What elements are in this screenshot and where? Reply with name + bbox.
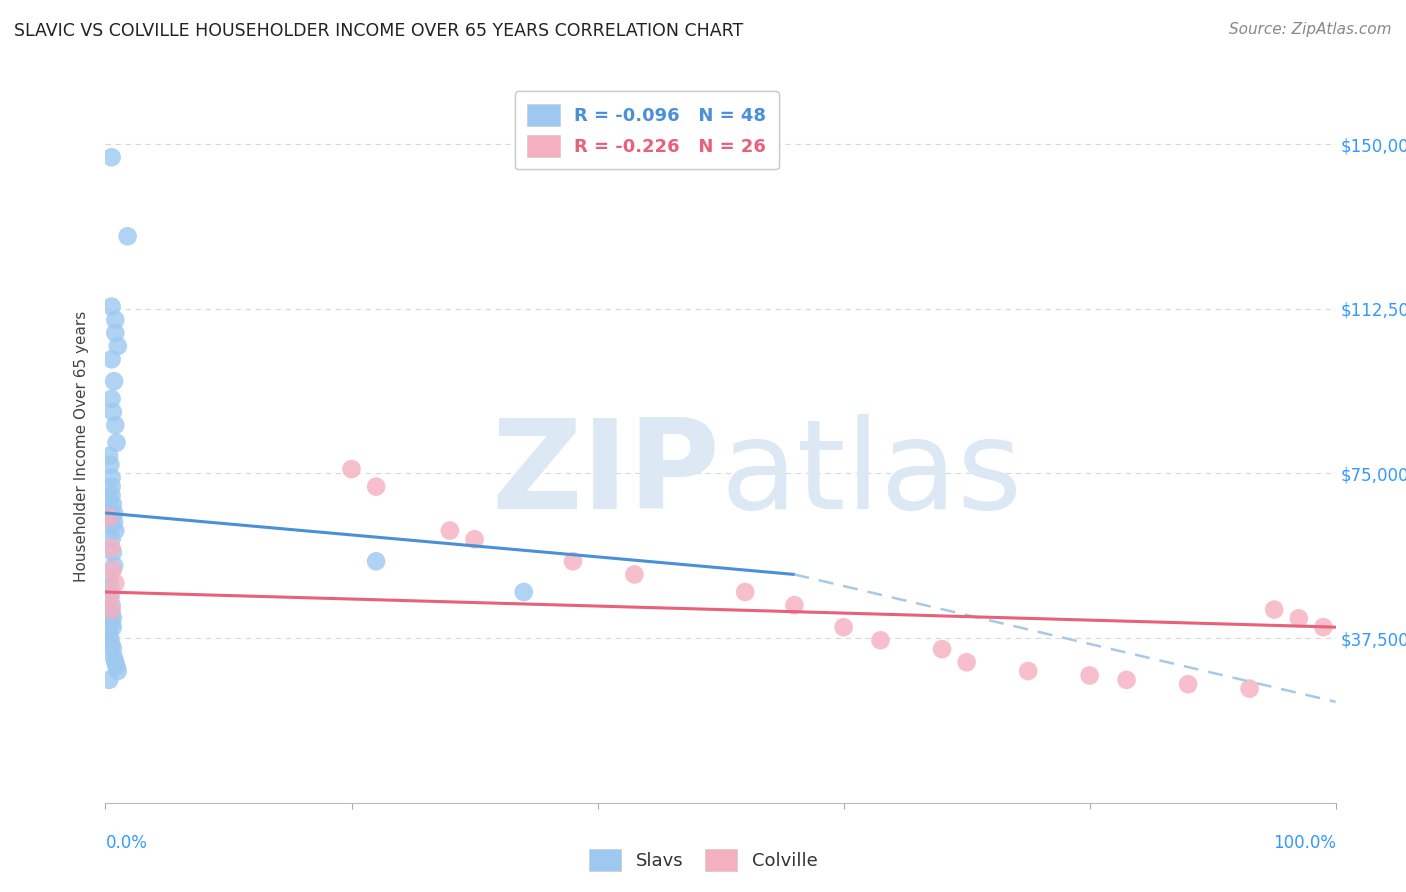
Text: atlas: atlas — [721, 414, 1022, 535]
Point — [1239, 681, 1261, 696]
Point — [100, 541, 122, 555]
Text: 100.0%: 100.0% — [1272, 834, 1336, 852]
Point — [956, 655, 979, 669]
Point — [1177, 677, 1199, 691]
Point — [100, 488, 122, 502]
Point — [100, 392, 122, 406]
Point — [98, 590, 122, 604]
Point — [104, 524, 127, 538]
Point — [832, 620, 855, 634]
Point — [98, 510, 121, 524]
Point — [101, 545, 124, 559]
Point — [103, 515, 125, 529]
Point — [107, 664, 129, 678]
Y-axis label: Householder Income Over 65 years: Householder Income Over 65 years — [75, 310, 90, 582]
Point — [98, 458, 122, 472]
Point — [98, 673, 121, 687]
Point — [100, 150, 122, 164]
Point — [464, 533, 486, 547]
Point — [100, 519, 122, 533]
Point — [105, 435, 128, 450]
Point — [623, 567, 645, 582]
Point — [100, 300, 122, 314]
Point — [101, 611, 124, 625]
Text: ZIP: ZIP — [492, 414, 721, 535]
Point — [100, 480, 122, 494]
Point — [101, 497, 124, 511]
Point — [1017, 664, 1039, 678]
Point — [1115, 673, 1137, 687]
Point — [1288, 611, 1310, 625]
Point — [734, 585, 756, 599]
Point — [869, 633, 891, 648]
Point — [101, 563, 124, 577]
Point — [98, 631, 122, 645]
Point — [98, 506, 122, 520]
Point — [104, 312, 127, 326]
Point — [103, 374, 125, 388]
Point — [104, 326, 127, 340]
Text: Source: ZipAtlas.com: Source: ZipAtlas.com — [1229, 22, 1392, 37]
Point — [1078, 668, 1101, 682]
Point — [104, 655, 127, 669]
Point — [103, 506, 125, 520]
Point — [101, 620, 124, 634]
Point — [340, 462, 363, 476]
Point — [562, 554, 585, 568]
Point — [366, 554, 388, 568]
Point — [104, 418, 127, 433]
Point — [100, 471, 122, 485]
Legend: R = -0.096   N = 48, R = -0.226   N = 26: R = -0.096 N = 48, R = -0.226 N = 26 — [515, 91, 779, 169]
Point — [107, 339, 129, 353]
Point — [366, 480, 388, 494]
Point — [98, 492, 121, 507]
Point — [1312, 620, 1334, 634]
Point — [100, 598, 122, 612]
Point — [105, 659, 128, 673]
Point — [513, 585, 536, 599]
Point — [104, 576, 127, 591]
Point — [439, 524, 461, 538]
Point — [100, 602, 122, 616]
Point — [97, 602, 120, 616]
Point — [100, 638, 122, 652]
Point — [98, 581, 122, 595]
Point — [783, 598, 806, 612]
Point — [1263, 602, 1285, 616]
Point — [103, 651, 125, 665]
Legend: Slavs, Colville: Slavs, Colville — [581, 842, 825, 879]
Point — [931, 642, 953, 657]
Point — [98, 618, 122, 632]
Point — [101, 405, 124, 419]
Point — [103, 558, 125, 573]
Point — [98, 590, 122, 604]
Point — [98, 626, 121, 640]
Point — [100, 607, 122, 621]
Text: SLAVIC VS COLVILLE HOUSEHOLDER INCOME OVER 65 YEARS CORRELATION CHART: SLAVIC VS COLVILLE HOUSEHOLDER INCOME OV… — [14, 22, 744, 40]
Point — [98, 449, 121, 463]
Point — [100, 533, 122, 547]
Text: 0.0%: 0.0% — [105, 834, 148, 852]
Point — [98, 611, 121, 625]
Point — [100, 352, 122, 367]
Point — [117, 229, 139, 244]
Point — [101, 642, 124, 657]
Point — [98, 572, 121, 586]
